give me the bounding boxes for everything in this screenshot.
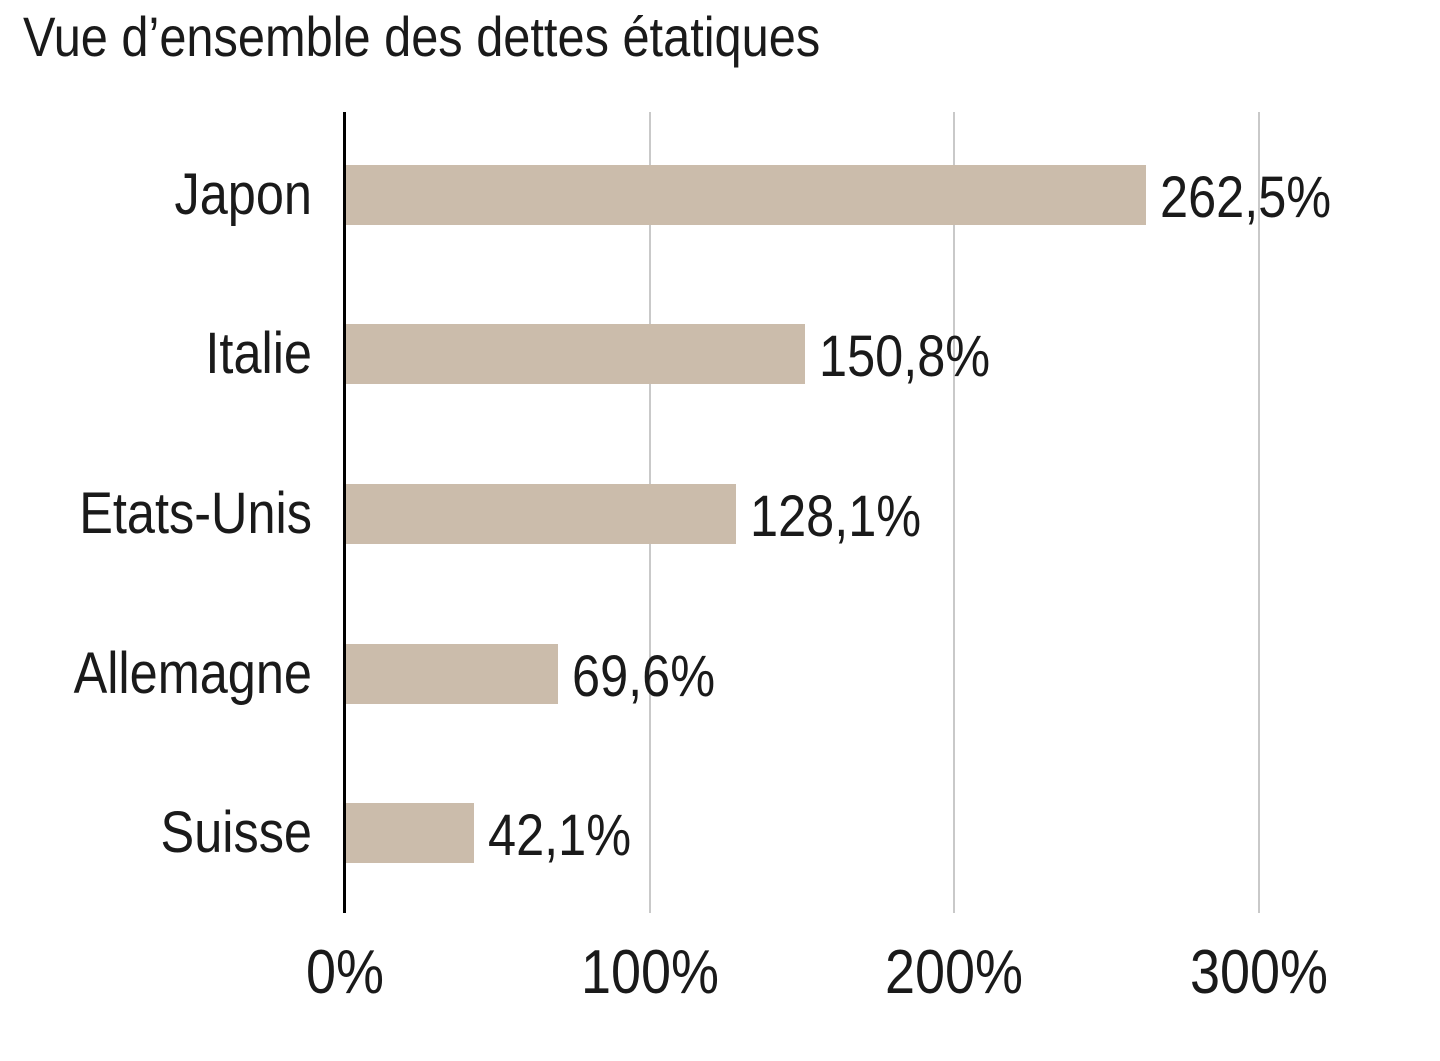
category-label-italie: Italie xyxy=(205,321,312,387)
x-tick-300: 300% xyxy=(1190,938,1329,1007)
chart-title: Vue d’ensemble des dettes étatiques xyxy=(23,5,821,68)
category-label-allemagne: Allemagne xyxy=(73,640,312,706)
bar-japon xyxy=(346,164,1146,225)
gridline-200 xyxy=(953,112,956,913)
x-tick-100: 100% xyxy=(580,938,719,1007)
bar-etats-unis xyxy=(346,484,737,544)
category-label-suisse: Suisse xyxy=(160,800,312,866)
bar-allemagne xyxy=(346,643,559,704)
x-tick-0: 0% xyxy=(306,938,384,1007)
value-label-allemagne: 69,6% xyxy=(572,643,716,709)
value-label-japon: 262,5% xyxy=(1159,164,1331,230)
category-label-etats-unis: Etats-Unis xyxy=(79,481,312,546)
bar-italie xyxy=(346,324,806,385)
value-label-suisse: 42,1% xyxy=(488,803,632,869)
bar-suisse xyxy=(346,803,475,864)
value-label-etats-unis: 128,1% xyxy=(750,484,922,549)
y-axis-line xyxy=(343,112,346,913)
gridline-300 xyxy=(1258,112,1261,913)
x-tick-200: 200% xyxy=(885,938,1024,1007)
value-label-italie: 150,8% xyxy=(819,324,991,390)
category-label-japon: Japon xyxy=(174,161,312,227)
